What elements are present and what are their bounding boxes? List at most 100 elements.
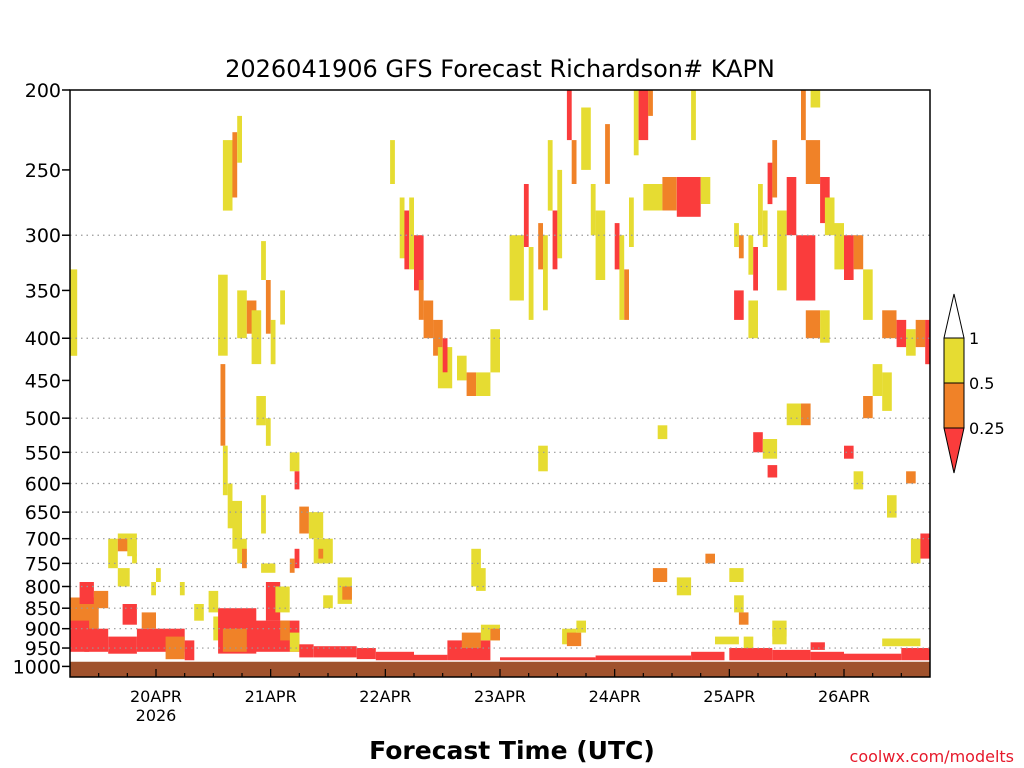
ri-cell-113 bbox=[590, 184, 596, 236]
x-tick-label-24APR: 24APR bbox=[589, 687, 641, 706]
ri-cell-137 bbox=[786, 177, 797, 236]
ri-cell-31 bbox=[289, 632, 300, 652]
plot-frame bbox=[69, 89, 931, 678]
ri-cell-109 bbox=[557, 169, 563, 259]
ri-cell-14 bbox=[117, 533, 137, 539]
ri-cell-104 bbox=[528, 247, 534, 320]
x-tick-label-20APR: 20APR bbox=[130, 687, 182, 706]
y-tick-label-700: 700 bbox=[25, 529, 61, 551]
y-tick-label-300: 300 bbox=[25, 225, 61, 247]
ri-cell-132 bbox=[758, 184, 763, 236]
ri-cell-0 bbox=[70, 269, 78, 356]
ri-cell-38 bbox=[461, 632, 481, 648]
ri-cell-166 bbox=[853, 471, 864, 490]
ri-cell-177 bbox=[772, 620, 787, 637]
ri-cell-97 bbox=[442, 338, 448, 373]
ri-cell-65 bbox=[270, 319, 276, 365]
ri-cell-172 bbox=[676, 577, 692, 596]
ri-cell-44 bbox=[576, 620, 586, 633]
ri-cell-19 bbox=[156, 568, 161, 582]
y-tick-label-200: 200 bbox=[25, 80, 61, 102]
ri-cell-135 bbox=[772, 140, 778, 198]
ri-cell-95 bbox=[433, 319, 443, 356]
legend-label-0.25: 0.25 bbox=[969, 419, 1005, 438]
y-tick-label-900: 900 bbox=[25, 619, 61, 641]
x-tick-label-21APR: 21APR bbox=[245, 687, 297, 706]
ri-cell-21 bbox=[194, 604, 204, 621]
y-tick-label-400: 400 bbox=[25, 328, 61, 350]
ri-cell-139 bbox=[801, 90, 806, 141]
y-tick-label-500: 500 bbox=[25, 408, 61, 430]
ri-cell-107 bbox=[547, 140, 553, 211]
ri-cell-73 bbox=[242, 548, 247, 569]
ri-cell-93 bbox=[418, 280, 424, 320]
y-tick-label-650: 650 bbox=[25, 502, 61, 524]
grid-lines bbox=[70, 234, 930, 649]
ri-cell-122 bbox=[648, 90, 653, 116]
ri-cell-91 bbox=[409, 197, 414, 270]
ri-cell-106 bbox=[543, 235, 548, 311]
ri-cell-116 bbox=[614, 223, 620, 270]
ri-cell-30 bbox=[280, 620, 290, 641]
ri-cell-77 bbox=[289, 452, 300, 472]
legend-label-1: 1 bbox=[969, 329, 979, 348]
legend-0.5-1 bbox=[943, 337, 965, 384]
ri-cell-100 bbox=[476, 372, 491, 396]
ri-cell-57 bbox=[218, 274, 228, 356]
ri-cell-56 bbox=[882, 638, 921, 647]
ri-cell-154 bbox=[906, 329, 916, 356]
ri-cell-61 bbox=[237, 290, 247, 339]
ri-cell-165 bbox=[844, 445, 854, 459]
ri-cell-78 bbox=[294, 471, 300, 490]
ri-cell-147 bbox=[863, 269, 873, 320]
ri-cell-22 bbox=[208, 590, 219, 613]
ri-cell-150 bbox=[805, 310, 821, 339]
ri-cell-110 bbox=[566, 90, 572, 141]
legend-over-1 bbox=[943, 293, 965, 339]
ri-cell-130 bbox=[748, 235, 754, 275]
ri-cell-54 bbox=[743, 636, 754, 649]
ri-cell-160 bbox=[753, 432, 763, 453]
ri-cell-112 bbox=[581, 107, 591, 170]
ri-cell-5 bbox=[93, 590, 109, 609]
y-tick-label-450: 450 bbox=[25, 370, 61, 392]
ri-cell-3 bbox=[84, 628, 109, 652]
ri-cell-144 bbox=[834, 223, 844, 270]
ri-cell-129 bbox=[738, 235, 744, 259]
ri-cell-6 bbox=[108, 636, 137, 654]
ri-cell-17 bbox=[132, 553, 137, 564]
ri-cell-25 bbox=[222, 628, 247, 652]
ri-cell-124 bbox=[662, 177, 677, 211]
ri-cell-173 bbox=[705, 553, 715, 564]
ri-cell-148 bbox=[734, 290, 744, 320]
ri-cell-71 bbox=[232, 500, 242, 549]
ri-cell-89 bbox=[399, 197, 405, 259]
y-tick-label-250: 250 bbox=[25, 160, 61, 182]
ri-cell-40 bbox=[490, 628, 500, 641]
ri-cell-34 bbox=[356, 648, 376, 660]
ri-cell-161 bbox=[762, 439, 778, 459]
ri-cell-145 bbox=[844, 235, 854, 280]
ri-cell-80 bbox=[308, 512, 324, 539]
y-axis: 200 250 300 350 400 450 500 550 600 650 7007508008… bbox=[13, 80, 70, 678]
ri-cell-63 bbox=[251, 310, 262, 365]
ri-cell-114 bbox=[595, 210, 606, 280]
ri-cell-20 bbox=[179, 582, 185, 596]
x-tick-label-23APR: 23APR bbox=[474, 687, 526, 706]
x-tick-label-22APR: 22APR bbox=[359, 687, 411, 706]
y-tick-label-350: 350 bbox=[25, 280, 61, 302]
ri-cell-48 bbox=[772, 649, 811, 661]
y-tick-label-750: 750 bbox=[25, 553, 61, 575]
ri-cell-123 bbox=[643, 184, 663, 211]
ri-cell-108 bbox=[552, 210, 558, 270]
y-tick-label-1000: 1000 bbox=[13, 656, 61, 678]
ri-cell-115 bbox=[605, 124, 610, 184]
ri-cell-64 bbox=[265, 280, 271, 334]
ri-cell-178 bbox=[910, 538, 921, 564]
ri-cell-92 bbox=[414, 235, 424, 291]
ri-cell-12 bbox=[117, 568, 130, 587]
ri-cell-32 bbox=[299, 644, 314, 658]
ri-cell-143 bbox=[824, 197, 835, 236]
ri-cell-101 bbox=[490, 329, 500, 373]
